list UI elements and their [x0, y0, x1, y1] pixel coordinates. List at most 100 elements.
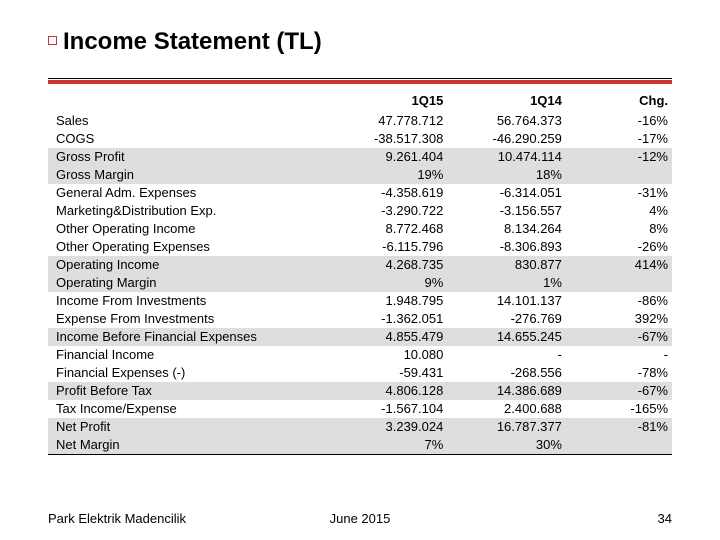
- row-label: Expense From Investments: [48, 310, 335, 328]
- row-label: Net Profit: [48, 418, 335, 436]
- row-q15: 8.772.468: [335, 220, 447, 238]
- row-label: Tax Income/Expense: [48, 400, 335, 418]
- col-label: [48, 90, 335, 112]
- row-label: COGS: [48, 130, 335, 148]
- row-q14: 8.134.264: [447, 220, 566, 238]
- row-chg: -86%: [566, 292, 672, 310]
- table-row: General Adm. Expenses-4.358.619-6.314.05…: [48, 184, 672, 202]
- row-chg: -67%: [566, 382, 672, 400]
- row-chg: -31%: [566, 184, 672, 202]
- table-row: Sales47.778.71256.764.373-16%: [48, 112, 672, 130]
- row-chg: [566, 166, 672, 184]
- header-rule: [48, 78, 672, 84]
- row-chg: -67%: [566, 328, 672, 346]
- table-row: Expense From Investments-1.362.051-276.7…: [48, 310, 672, 328]
- row-chg: [566, 436, 672, 455]
- row-label: Net Margin: [48, 436, 335, 455]
- row-label: Gross Margin: [48, 166, 335, 184]
- row-label: General Adm. Expenses: [48, 184, 335, 202]
- row-q14: -268.556: [447, 364, 566, 382]
- table-row: Gross Profit9.261.40410.474.114-12%: [48, 148, 672, 166]
- row-chg: -17%: [566, 130, 672, 148]
- row-chg: 4%: [566, 202, 672, 220]
- row-q14: -3.156.557: [447, 202, 566, 220]
- row-q14: -276.769: [447, 310, 566, 328]
- table-row: Financial Expenses (-)-59.431-268.556-78…: [48, 364, 672, 382]
- row-q15: 3.239.024: [335, 418, 447, 436]
- table-row: Financial Income10.080--: [48, 346, 672, 364]
- table-row: Marketing&Distribution Exp.-3.290.722-3.…: [48, 202, 672, 220]
- table-row: Tax Income/Expense-1.567.1042.400.688-16…: [48, 400, 672, 418]
- table-row: COGS-38.517.308-46.290.259-17%: [48, 130, 672, 148]
- row-q15: 4.268.735: [335, 256, 447, 274]
- row-chg: 392%: [566, 310, 672, 328]
- row-q15: -1.362.051: [335, 310, 447, 328]
- row-q15: 7%: [335, 436, 447, 455]
- row-label: Income Before Financial Expenses: [48, 328, 335, 346]
- row-label: Income From Investments: [48, 292, 335, 310]
- row-chg: -: [566, 346, 672, 364]
- row-q14: 16.787.377: [447, 418, 566, 436]
- row-chg: 414%: [566, 256, 672, 274]
- row-q15: -1.567.104: [335, 400, 447, 418]
- row-q14: 830.877: [447, 256, 566, 274]
- row-q14: 14.101.137: [447, 292, 566, 310]
- col-q15: 1Q15: [335, 90, 447, 112]
- row-q15: 4.806.128: [335, 382, 447, 400]
- row-q15: -6.115.796: [335, 238, 447, 256]
- page-title: Income Statement (TL): [48, 28, 672, 56]
- row-label: Operating Margin: [48, 274, 335, 292]
- row-q14: 18%: [447, 166, 566, 184]
- row-q14: 14.655.245: [447, 328, 566, 346]
- row-chg: [566, 274, 672, 292]
- table-row: Profit Before Tax4.806.12814.386.689-67%: [48, 382, 672, 400]
- row-q15: 4.855.479: [335, 328, 447, 346]
- row-q14: 56.764.373: [447, 112, 566, 130]
- table-header-row: 1Q15 1Q14 Chg.: [48, 90, 672, 112]
- table-row: Operating Income4.268.735830.877414%: [48, 256, 672, 274]
- row-q15: 19%: [335, 166, 447, 184]
- row-q14: 1%: [447, 274, 566, 292]
- table-row: Other Operating Expenses-6.115.796-8.306…: [48, 238, 672, 256]
- row-q14: -6.314.051: [447, 184, 566, 202]
- bullet-icon: [48, 36, 57, 45]
- page-footer: Park Elektrik Madencilik June 2015 34: [0, 511, 720, 526]
- row-q15: -4.358.619: [335, 184, 447, 202]
- footer-date: June 2015: [330, 511, 391, 526]
- row-q15: 9%: [335, 274, 447, 292]
- row-label: Financial Expenses (-): [48, 364, 335, 382]
- row-chg: 8%: [566, 220, 672, 238]
- row-chg: -78%: [566, 364, 672, 382]
- row-q15: -59.431: [335, 364, 447, 382]
- table-row: Income Before Financial Expenses4.855.47…: [48, 328, 672, 346]
- footer-page: 34: [658, 511, 672, 526]
- row-q14: 2.400.688: [447, 400, 566, 418]
- table-row: Other Operating Income8.772.4688.134.264…: [48, 220, 672, 238]
- row-label: Financial Income: [48, 346, 335, 364]
- row-label: Profit Before Tax: [48, 382, 335, 400]
- row-q15: 47.778.712: [335, 112, 447, 130]
- table-row: Income From Investments1.948.79514.101.1…: [48, 292, 672, 310]
- row-q14: 14.386.689: [447, 382, 566, 400]
- row-label: Marketing&Distribution Exp.: [48, 202, 335, 220]
- row-label: Other Operating Income: [48, 220, 335, 238]
- row-label: Gross Profit: [48, 148, 335, 166]
- table-row: Gross Margin19%18%: [48, 166, 672, 184]
- table-row: Net Profit3.239.02416.787.377-81%: [48, 418, 672, 436]
- table-row: Operating Margin9%1%: [48, 274, 672, 292]
- row-q15: 10.080: [335, 346, 447, 364]
- col-chg: Chg.: [566, 90, 672, 112]
- row-q14: -8.306.893: [447, 238, 566, 256]
- row-chg: -81%: [566, 418, 672, 436]
- title-text: Income Statement (TL): [63, 28, 322, 55]
- row-q15: -3.290.722: [335, 202, 447, 220]
- row-label: Sales: [48, 112, 335, 130]
- row-label: Other Operating Expenses: [48, 238, 335, 256]
- income-statement-table: 1Q15 1Q14 Chg. Sales47.778.71256.764.373…: [48, 90, 672, 455]
- table-row: Net Margin7%30%: [48, 436, 672, 455]
- row-q14: 30%: [447, 436, 566, 455]
- row-label: Operating Income: [48, 256, 335, 274]
- row-chg: -12%: [566, 148, 672, 166]
- row-q15: -38.517.308: [335, 130, 447, 148]
- row-chg: -16%: [566, 112, 672, 130]
